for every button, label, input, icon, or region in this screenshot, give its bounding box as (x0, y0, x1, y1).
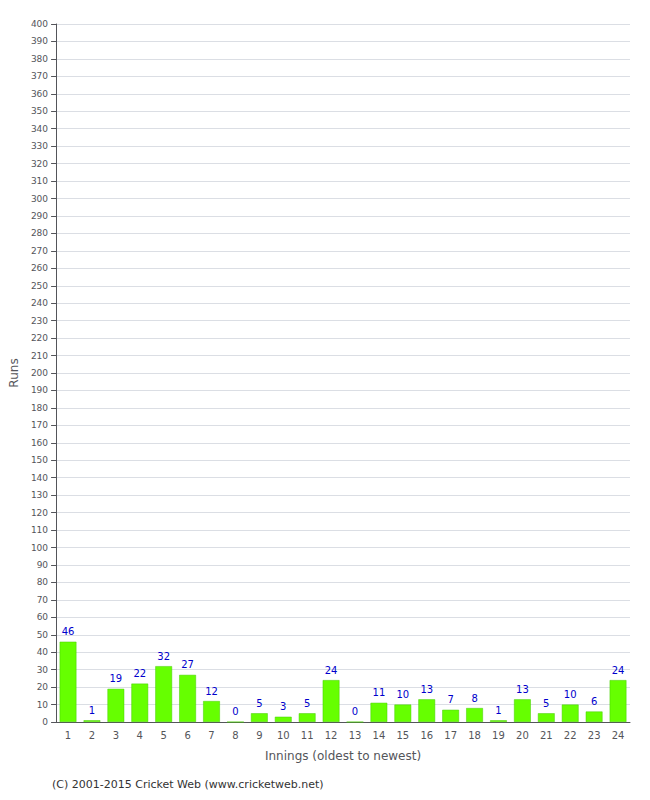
svg-text:6: 6 (184, 730, 190, 741)
svg-text:5: 5 (543, 698, 549, 709)
svg-text:11: 11 (373, 687, 386, 698)
svg-text:13: 13 (349, 730, 362, 741)
svg-text:22: 22 (564, 730, 577, 741)
svg-text:17: 17 (444, 730, 457, 741)
svg-text:290: 290 (31, 211, 48, 221)
svg-text:27: 27 (181, 659, 194, 670)
svg-text:12: 12 (325, 730, 338, 741)
svg-text:90: 90 (37, 560, 49, 570)
svg-text:13: 13 (516, 684, 529, 695)
svg-text:0: 0 (42, 717, 48, 727)
svg-text:100: 100 (31, 543, 48, 553)
svg-text:0: 0 (232, 706, 238, 717)
svg-text:340: 340 (31, 124, 48, 134)
svg-text:5: 5 (304, 698, 310, 709)
svg-text:6: 6 (591, 696, 597, 707)
svg-text:180: 180 (31, 403, 48, 413)
svg-text:(C) 2001-2015 Cricket Web (www: (C) 2001-2015 Cricket Web (www.cricketwe… (52, 778, 324, 791)
svg-text:24: 24 (325, 665, 338, 676)
svg-text:270: 270 (31, 246, 48, 256)
svg-text:150: 150 (31, 455, 48, 465)
svg-text:7: 7 (208, 730, 214, 741)
svg-text:13: 13 (420, 684, 433, 695)
svg-text:10: 10 (277, 730, 290, 741)
svg-text:330: 330 (31, 141, 48, 151)
svg-text:130: 130 (31, 490, 48, 500)
svg-text:10: 10 (564, 689, 577, 700)
svg-text:20: 20 (516, 730, 529, 741)
svg-text:280: 280 (31, 228, 48, 238)
svg-text:0: 0 (352, 706, 358, 717)
svg-text:8: 8 (232, 730, 238, 741)
svg-text:19: 19 (492, 730, 505, 741)
svg-text:30: 30 (37, 665, 49, 675)
svg-text:80: 80 (37, 577, 49, 587)
svg-text:370: 370 (31, 71, 48, 81)
svg-text:240: 240 (31, 298, 48, 308)
svg-text:300: 300 (31, 194, 48, 204)
svg-text:1: 1 (65, 730, 71, 741)
svg-text:120: 120 (31, 508, 48, 518)
svg-text:46: 46 (62, 626, 75, 637)
svg-text:5: 5 (256, 698, 262, 709)
svg-text:9: 9 (256, 730, 262, 741)
svg-text:160: 160 (31, 438, 48, 448)
svg-text:21: 21 (540, 730, 553, 741)
svg-text:250: 250 (31, 281, 48, 291)
svg-text:5: 5 (161, 730, 167, 741)
svg-text:24: 24 (612, 730, 625, 741)
svg-text:110: 110 (31, 525, 48, 535)
svg-text:40: 40 (37, 647, 49, 657)
svg-text:22: 22 (133, 668, 146, 679)
svg-text:18: 18 (468, 730, 481, 741)
svg-text:23: 23 (588, 730, 601, 741)
svg-text:12: 12 (205, 686, 218, 697)
svg-text:230: 230 (31, 316, 48, 326)
svg-text:350: 350 (31, 106, 48, 116)
svg-text:1: 1 (495, 705, 501, 716)
svg-text:24: 24 (612, 665, 625, 676)
svg-text:190: 190 (31, 385, 48, 395)
svg-text:Runs: Runs (7, 358, 21, 387)
svg-text:14: 14 (373, 730, 386, 741)
svg-text:140: 140 (31, 473, 48, 483)
svg-text:10: 10 (396, 689, 409, 700)
svg-text:200: 200 (31, 368, 48, 378)
svg-text:15: 15 (396, 730, 409, 741)
svg-text:4: 4 (137, 730, 143, 741)
svg-text:220: 220 (31, 333, 48, 343)
svg-text:260: 260 (31, 263, 48, 273)
svg-text:3: 3 (113, 730, 119, 741)
svg-text:11: 11 (301, 730, 314, 741)
svg-text:210: 210 (31, 351, 48, 361)
svg-text:1: 1 (89, 705, 95, 716)
svg-text:19: 19 (109, 673, 122, 684)
svg-text:3: 3 (280, 701, 286, 712)
svg-text:310: 310 (31, 176, 48, 186)
svg-text:7: 7 (447, 694, 453, 705)
svg-text:10: 10 (37, 700, 49, 710)
svg-text:320: 320 (31, 159, 48, 169)
svg-text:60: 60 (37, 612, 49, 622)
svg-text:400: 400 (31, 19, 48, 29)
svg-text:360: 360 (31, 89, 48, 99)
svg-text:20: 20 (37, 682, 49, 692)
svg-text:170: 170 (31, 420, 48, 430)
svg-text:380: 380 (31, 54, 48, 64)
svg-text:32: 32 (157, 651, 170, 662)
svg-text:390: 390 (31, 36, 48, 46)
svg-text:2: 2 (89, 730, 95, 741)
svg-text:70: 70 (37, 595, 49, 605)
svg-text:8: 8 (471, 693, 477, 704)
svg-text:Innings (oldest to newest): Innings (oldest to newest) (265, 749, 421, 763)
svg-text:16: 16 (420, 730, 433, 741)
svg-text:50: 50 (37, 630, 49, 640)
